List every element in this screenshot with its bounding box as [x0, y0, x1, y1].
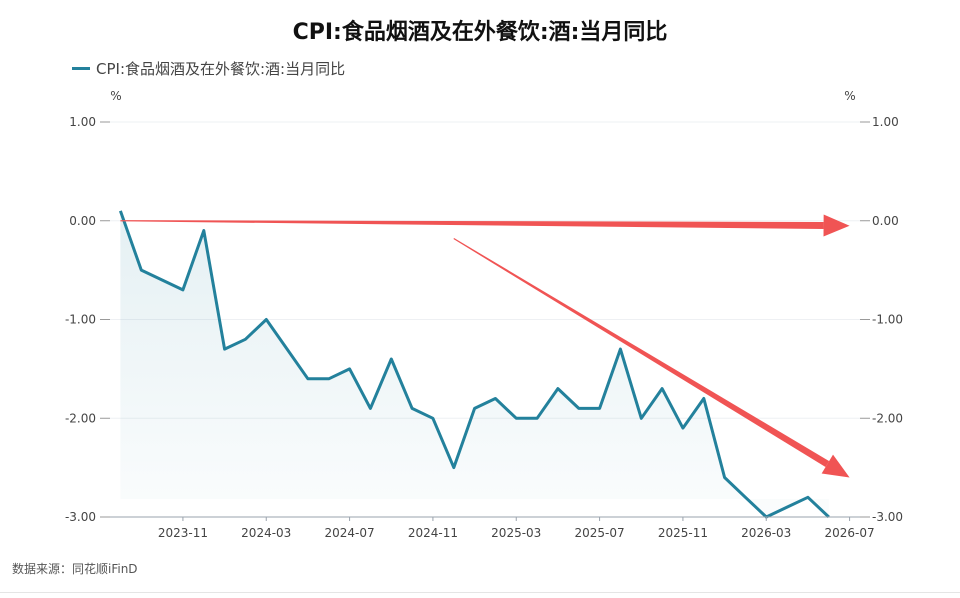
data-point[interactable] [180, 287, 185, 292]
data-point[interactable] [743, 495, 748, 500]
y-tick-label-right: 1.00 [872, 115, 899, 129]
trend-arrow-shaft [453, 238, 830, 468]
divider [0, 592, 960, 593]
data-point[interactable] [680, 426, 685, 431]
series-area [120, 210, 829, 517]
data-point[interactable] [139, 268, 144, 273]
trend-arrow [120, 214, 850, 237]
x-tick-label: 2026-03 [741, 526, 791, 540]
data-point[interactable] [389, 357, 394, 362]
y-tick-label-right: -3.00 [872, 510, 903, 524]
x-tick-label: 2026-07 [825, 526, 875, 540]
data-point[interactable] [201, 228, 206, 233]
series-line[interactable] [118, 210, 830, 519]
data-point[interactable] [118, 208, 123, 213]
data-point[interactable] [347, 366, 352, 371]
y-tick-label-left: 1.00 [69, 115, 96, 129]
x-tick-label: 2025-07 [575, 526, 625, 540]
y-tick-label-right: -1.00 [872, 313, 903, 327]
x-tick-label: 2023-11 [158, 526, 208, 540]
data-point[interactable] [243, 337, 248, 342]
data-point[interactable] [785, 505, 790, 510]
data-point[interactable] [368, 406, 373, 411]
data-point[interactable] [493, 396, 498, 401]
trend-arrow [453, 238, 850, 478]
data-point[interactable] [805, 495, 810, 500]
data-point[interactable] [660, 386, 665, 391]
data-point[interactable] [326, 376, 331, 381]
data-point[interactable] [701, 396, 706, 401]
trend-arrow-head [823, 214, 850, 237]
x-tick-label: 2024-07 [325, 526, 375, 540]
data-point[interactable] [160, 278, 165, 283]
legend-swatch [72, 67, 90, 70]
data-point[interactable] [305, 376, 310, 381]
y-tick-label-left: -3.00 [65, 510, 96, 524]
data-point[interactable] [451, 465, 456, 470]
data-point[interactable] [222, 347, 227, 352]
data-point[interactable] [472, 406, 477, 411]
data-point[interactable] [514, 416, 519, 421]
trend-arrow-head [821, 454, 850, 478]
y-unit-left: % [110, 89, 121, 103]
data-point[interactable] [576, 406, 581, 411]
y-tick-label-left: -1.00 [65, 313, 96, 327]
data-source: 数据来源：同花顺iFinD [12, 562, 138, 576]
x-tick-label: 2024-03 [241, 526, 291, 540]
x-tick-label: 2025-03 [491, 526, 541, 540]
data-point[interactable] [535, 416, 540, 421]
trend-arrow-shaft [120, 220, 824, 230]
data-point[interactable] [597, 406, 602, 411]
y-tick-label-left: 0.00 [69, 214, 96, 228]
legend-label: CPI:食品烟酒及在外餐饮:酒:当月同比 [96, 60, 346, 78]
x-tick-label: 2025-11 [658, 526, 708, 540]
data-point[interactable] [639, 416, 644, 421]
data-point[interactable] [722, 475, 727, 480]
y-tick-label-right: -2.00 [872, 411, 903, 425]
data-point[interactable] [264, 317, 269, 322]
x-tick-label: 2024-11 [408, 526, 458, 540]
data-point[interactable] [430, 416, 435, 421]
y-tick-label-right: 0.00 [872, 214, 899, 228]
legend[interactable]: CPI:食品烟酒及在外餐饮:酒:当月同比 [72, 58, 345, 79]
y-tick-label-left: -2.00 [65, 411, 96, 425]
data-point[interactable] [410, 406, 415, 411]
data-point[interactable] [285, 347, 290, 352]
data-point[interactable] [618, 347, 623, 352]
chart-title: CPI:食品烟酒及在外餐饮:酒:当月同比 [292, 20, 668, 45]
data-point[interactable] [555, 386, 560, 391]
y-unit-right: % [844, 89, 855, 103]
